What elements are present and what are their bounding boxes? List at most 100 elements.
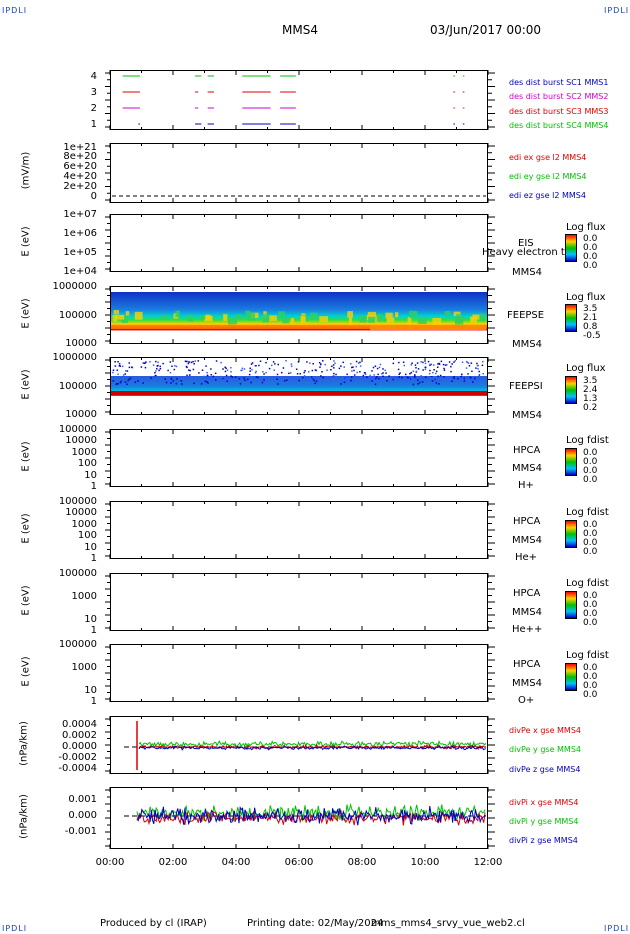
feepsi-dot [414, 376, 416, 378]
feepsi-dot [359, 361, 361, 364]
feepsi-dot [122, 374, 125, 376]
feepsi-ytick: 100000 [58, 381, 97, 392]
feepsi-dot [399, 372, 401, 374]
feepse-texture [479, 313, 486, 322]
divpi-ytick: 0.000 [68, 810, 97, 821]
hpca-hepp-cbar-val: 0.0 [583, 591, 598, 601]
hpca-o-ytick: 100000 [58, 639, 97, 650]
feepse-texture [453, 311, 461, 317]
feepsi-dot [243, 368, 246, 370]
feepsi-dot [424, 368, 427, 370]
hpca-h-cbar-val: 0.0 [583, 475, 598, 485]
feepsi-dot [312, 376, 314, 379]
divpi-series-x [136, 809, 486, 826]
footer-filename: mms_mms4_srvy_vue_web2.cl [371, 918, 525, 929]
feepsi-dot [377, 373, 379, 376]
feepsi-dot [378, 366, 381, 369]
feepsi-dot [311, 376, 313, 378]
feepsi-dot [180, 380, 183, 382]
eis-cbar-val: 0.0 [583, 243, 598, 253]
feepse-ytick: 1000000 [52, 281, 97, 292]
feepsi-dot [250, 363, 253, 365]
feepsi-dot [411, 362, 413, 365]
feepsi-dot [414, 374, 416, 376]
feepsi-dot [393, 379, 395, 382]
feepsi-dot [342, 361, 345, 364]
feepsi-dot [313, 379, 316, 382]
edi-ytick: 4e+20 [63, 171, 97, 182]
feepsi-dot [332, 364, 335, 366]
feepsi-dot [134, 381, 137, 384]
hpca-hepp-cbar-val: 0.0 [583, 618, 598, 628]
feepsi-dot [417, 368, 420, 370]
feepsi-dot [431, 380, 434, 382]
feepsi-dot [353, 374, 356, 376]
feepse-instrument: FEEPSE [507, 310, 545, 321]
hpca-he-ytick: 10 [84, 542, 97, 553]
feepsi-dot [320, 375, 322, 377]
feepsi-dot [319, 366, 321, 368]
feepsi-dot [333, 367, 335, 369]
feepsi-dot [262, 370, 264, 373]
feepsi-dot [124, 381, 127, 383]
feepsi-dot [470, 362, 473, 364]
hpca-o-cbar-val: 0.0 [583, 672, 598, 682]
feepsi-dot [430, 363, 432, 366]
feepsi-dot [434, 376, 437, 378]
hpca-hepp-ytick: 1 [90, 625, 97, 636]
feepsi-dot [340, 383, 342, 385]
feepsi-dot [477, 368, 479, 370]
feepsi-dot [119, 381, 122, 384]
date-title: 03/Jun/2017 00:00 [430, 23, 542, 37]
feepsi-dot [186, 374, 188, 377]
feepsi-dot [467, 362, 470, 364]
feepsi-dot [350, 379, 352, 382]
feepsi-dot [443, 369, 446, 371]
divpi-legend-x: divPi x gse MMS4 [509, 798, 579, 807]
feepsi-dot [143, 362, 145, 364]
hpca-o-panel [110, 644, 488, 702]
feepsi-dot [238, 378, 241, 380]
feepsi-dot [263, 379, 265, 381]
feepsi-dot [443, 367, 445, 370]
edi-ytick: 2e+20 [63, 181, 97, 192]
feepsi-dot [371, 380, 373, 382]
divpi-series-y [136, 802, 486, 823]
hpca-h-cbar-val: 0.0 [583, 457, 598, 467]
feepsi-dot [324, 363, 326, 366]
feepsi-dot [241, 367, 244, 370]
feepsi-dot [144, 366, 147, 369]
feepsi-dot [437, 363, 439, 365]
feepsi-dot [174, 365, 176, 367]
feepsi-dot [137, 380, 139, 382]
feepsi-dot [225, 367, 227, 370]
feepsi-dot [412, 370, 415, 373]
edi-legend-ey: edi ey gse l2 MMS4 [509, 172, 587, 181]
feepse-texture [112, 314, 117, 322]
hpca-hepp-spacecraft: MMS4 [512, 607, 542, 618]
feepsi-dot [433, 368, 435, 371]
feepsi-dot [273, 369, 275, 371]
feepse-texture [300, 316, 306, 324]
burst-ytick: 2 [90, 103, 97, 114]
feepsi-dot [302, 376, 304, 379]
feepsi-dot [212, 375, 215, 378]
feepsi-dot [367, 381, 369, 383]
feepsi-dot [465, 367, 468, 369]
burst-legend-sc1: des dist burst SC1 MMS1 [509, 78, 609, 87]
feepsi-dot [427, 360, 430, 363]
divpe-ytick: 0.0000 [62, 741, 97, 752]
feepsi-dot [378, 378, 380, 380]
feepsi-dot [197, 360, 200, 362]
feepsi-cbar-val: 1.3 [583, 394, 598, 404]
feepsi-dot [424, 376, 427, 378]
feepsi-dot [185, 365, 188, 368]
feepsi-dot [375, 378, 377, 381]
feepsi-dot [114, 365, 117, 367]
feepsi-dot [303, 375, 306, 377]
feepsi-dot [210, 368, 212, 370]
feepsi-dot [438, 363, 441, 365]
feepsi-dot [125, 370, 127, 372]
feepsi-dot [159, 365, 162, 368]
feepsi-dot [306, 361, 308, 363]
